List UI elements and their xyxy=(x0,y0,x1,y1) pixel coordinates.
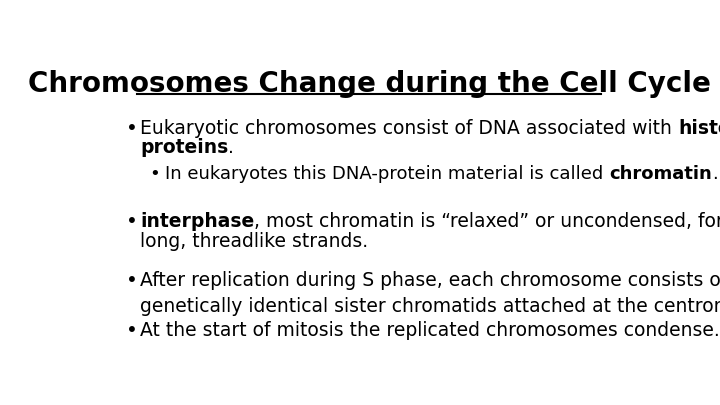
Text: At the start of mitosis the replicated chromosomes condense.: At the start of mitosis the replicated c… xyxy=(140,321,720,340)
Text: •: • xyxy=(126,271,138,290)
Text: proteins: proteins xyxy=(140,139,228,158)
Text: Chromosomes Change during the Cell Cycle: Chromosomes Change during the Cell Cycle xyxy=(27,70,711,98)
Text: .: . xyxy=(712,165,718,183)
Text: long, threadlike strands.: long, threadlike strands. xyxy=(140,232,369,251)
Text: chromatin: chromatin xyxy=(609,165,712,183)
Text: •: • xyxy=(126,321,138,340)
Text: .: . xyxy=(228,139,234,158)
Text: •: • xyxy=(150,165,161,183)
Text: •: • xyxy=(126,212,138,231)
Text: , most chromatin is “relaxed” or uncondensed, forming: , most chromatin is “relaxed” or unconde… xyxy=(254,212,720,231)
Text: •: • xyxy=(126,119,138,138)
Text: Eukaryotic chromosomes consist of DNA associated with: Eukaryotic chromosomes consist of DNA as… xyxy=(140,119,678,138)
Text: In eukaryotes this DNA-protein material is called: In eukaryotes this DNA-protein material … xyxy=(166,165,609,183)
Text: After replication during S phase, each chromosome consists of two
genetically id: After replication during S phase, each c… xyxy=(140,271,720,316)
Text: histone: histone xyxy=(678,119,720,138)
Text: interphase: interphase xyxy=(140,212,254,231)
